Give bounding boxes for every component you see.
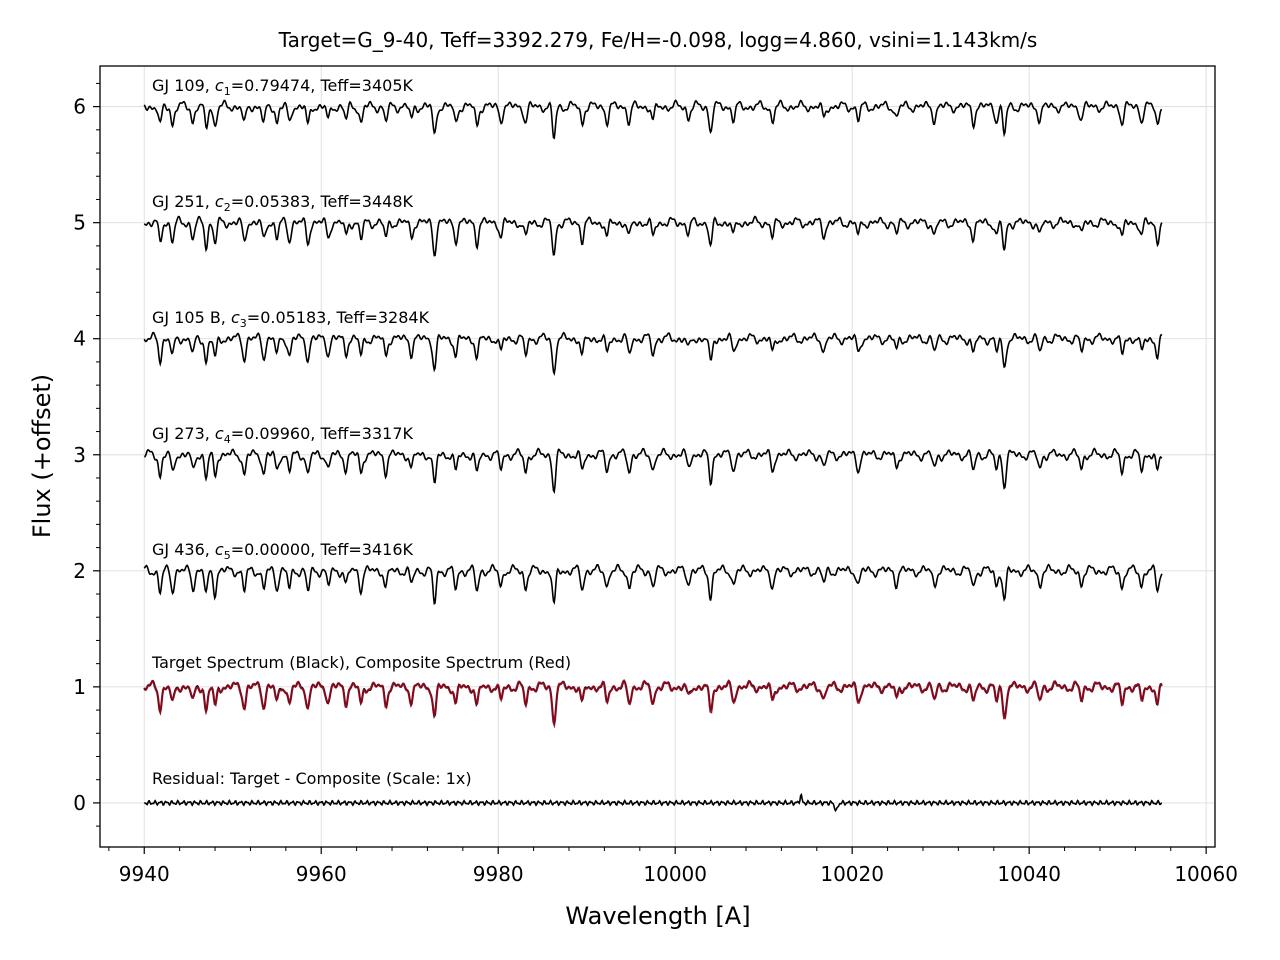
template-spectrum-line — [143, 215, 1163, 257]
series-layer — [143, 99, 1163, 813]
x-tick-label: 10020 — [820, 862, 884, 886]
residual-line — [144, 792, 1163, 813]
y-tick-label: 6 — [73, 95, 86, 119]
composite-spectrum-line — [143, 678, 1163, 729]
y-tick-label: 2 — [73, 559, 86, 583]
y-axis-label: Flux (+offset) — [28, 374, 56, 538]
x-tick-label: 10060 — [1174, 862, 1238, 886]
y-tick-label: 1 — [73, 675, 86, 699]
x-tick-label: 9960 — [296, 862, 347, 886]
y-tick-label: 0 — [73, 791, 86, 815]
plot-frame — [99, 65, 1216, 848]
chart-title: Target=G_9-40, Teff=3392.279, Fe/H=-0.09… — [278, 28, 1038, 52]
y-tick-label: 5 — [73, 211, 86, 235]
series-label-gj109: GJ 109, c1=0.79474, Teff=3405K — [152, 76, 414, 98]
y-tick-label: 4 — [73, 327, 86, 351]
x-tick-label: 10040 — [997, 862, 1061, 886]
ticks: 9940 9960 9980 10000 10020 10040 10060 0 1 2 3 4 5 6 — [73, 82, 1238, 886]
series-label-gj251: GJ 251, c2=0.05383, Teff=3448K — [152, 192, 414, 214]
x-tick-label: 9980 — [473, 862, 524, 886]
series-label-gj436: GJ 436, c5=0.00000, Teff=3416K — [152, 540, 414, 562]
template-spectrum-line — [143, 331, 1163, 377]
template-spectrum-line — [143, 563, 1163, 606]
x-tick-label: 10000 — [643, 862, 707, 886]
x-tick-label: 9940 — [119, 862, 170, 886]
template-spectrum-line — [143, 99, 1163, 140]
series-label-residual: Residual: Target - Composite (Scale: 1x) — [152, 769, 472, 788]
template-spectrum-line — [144, 447, 1163, 495]
y-tick-label: 3 — [73, 443, 86, 467]
series-label-target-composite: Target Spectrum (Black), Composite Spect… — [151, 653, 571, 672]
x-axis-label: Wavelength [A] — [565, 902, 750, 930]
series-label-gj273: GJ 273, c4=0.09960, Teff=3317K — [152, 424, 414, 446]
series-label-gj105b: GJ 105 B, c3=0.05183, Teff=3284K — [152, 308, 430, 330]
